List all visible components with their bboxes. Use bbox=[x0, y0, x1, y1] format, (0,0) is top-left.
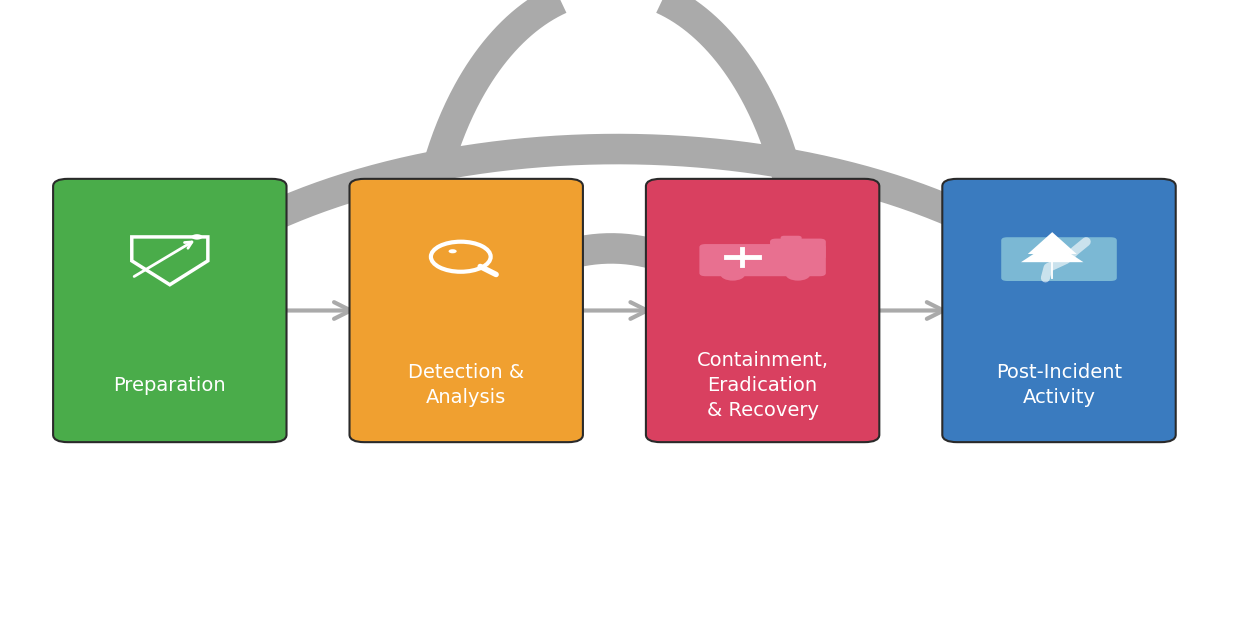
Text: Preparation: Preparation bbox=[114, 376, 226, 394]
FancyBboxPatch shape bbox=[53, 179, 287, 442]
FancyBboxPatch shape bbox=[942, 179, 1176, 442]
FancyBboxPatch shape bbox=[771, 238, 826, 260]
Circle shape bbox=[448, 249, 457, 253]
Text: Containment,
Eradication
& Recovery: Containment, Eradication & Recovery bbox=[697, 350, 829, 420]
Text: Detection &
Analysis: Detection & Analysis bbox=[408, 363, 525, 407]
Circle shape bbox=[720, 268, 745, 281]
FancyBboxPatch shape bbox=[781, 236, 802, 244]
FancyBboxPatch shape bbox=[350, 179, 583, 442]
Circle shape bbox=[785, 268, 810, 281]
Circle shape bbox=[191, 234, 203, 240]
Polygon shape bbox=[1021, 242, 1083, 262]
FancyBboxPatch shape bbox=[699, 244, 826, 276]
Text: Post-Incident
Activity: Post-Incident Activity bbox=[995, 363, 1123, 407]
FancyBboxPatch shape bbox=[646, 179, 879, 442]
Polygon shape bbox=[1028, 232, 1077, 254]
FancyBboxPatch shape bbox=[1002, 237, 1116, 281]
